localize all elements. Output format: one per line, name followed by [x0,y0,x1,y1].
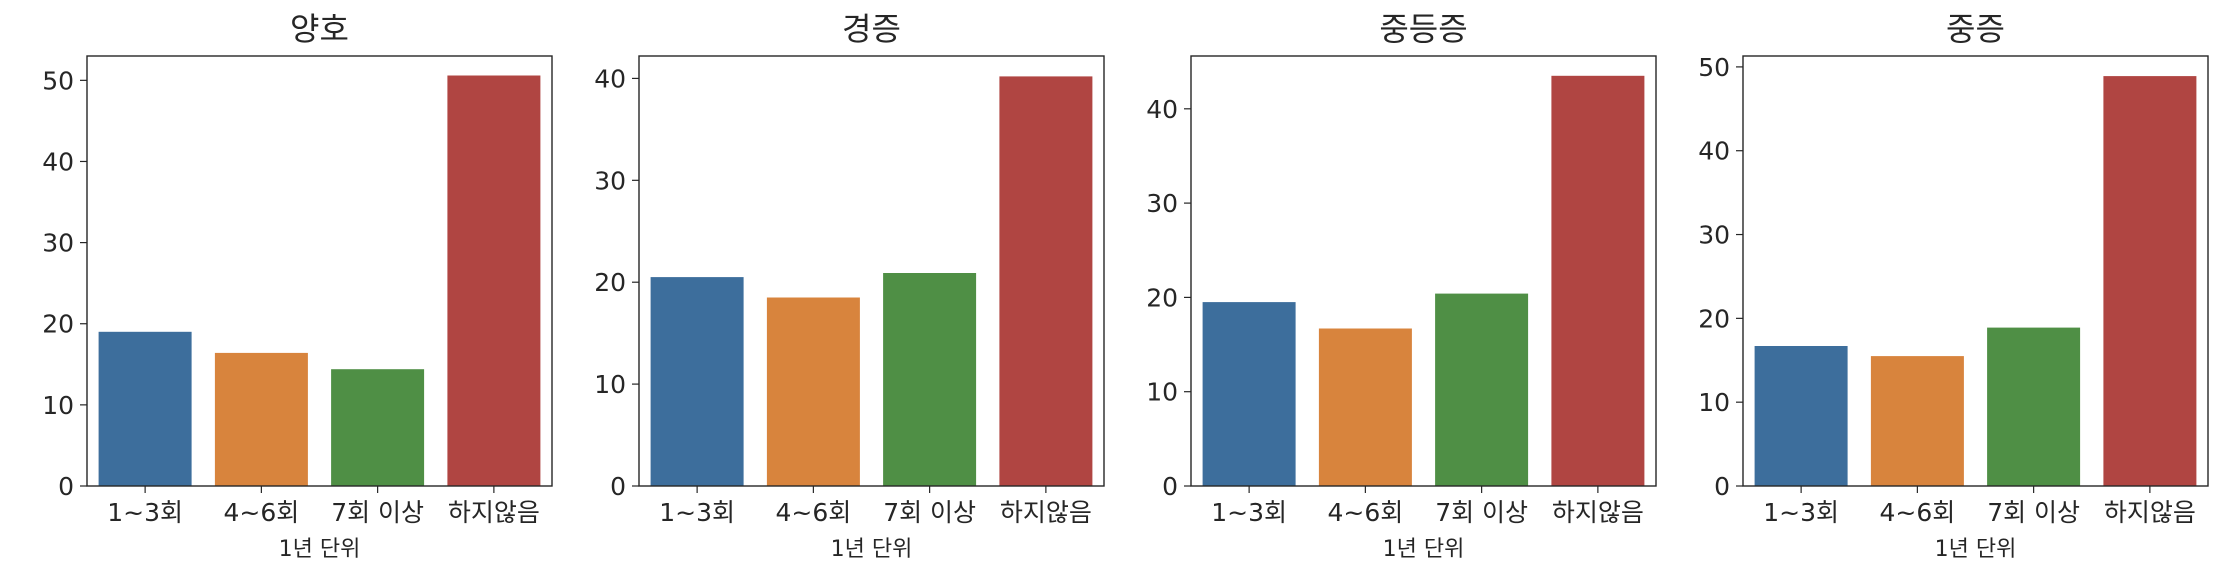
y-tick-label: 30 [1146,189,1178,218]
y-tick-label: 20 [594,268,626,297]
y-tick-label: 30 [1698,221,1730,250]
x-tick-label: 4~6회 [1327,498,1403,527]
axes-frame [1190,55,1657,487]
axes-frame [638,55,1105,487]
y-tick-label: 0 [1714,472,1730,501]
y-tick-label: 30 [42,229,74,258]
x-tick-label: 4~6회 [223,498,299,527]
x-tick-label: 1~3회 [1211,498,1287,527]
x-tick-label: 하지않음 [1000,498,1092,527]
y-tick-label: 20 [1698,304,1730,333]
x-tick-label: 7회 이상 [331,498,424,527]
x-tick-label: 1~3회 [659,498,735,527]
x-tick-label: 4~6회 [775,498,851,527]
chart-title: 양호 [290,10,349,48]
y-tick-label: 0 [58,472,74,501]
x-tick-label: 1~3회 [107,498,183,527]
bar [447,75,541,486]
y-tick-label: 10 [1146,378,1178,407]
x-tick-label: 7회 이상 [883,498,976,527]
x-axis-label: 1년 단위 [1935,537,2017,562]
chart-panel: 0 10 20 30 40 50 1~3회 4~6회 7회 이상 하지않음 양호 1년 단위 [42,10,553,562]
bar [1551,75,1645,487]
x-tick-label: 하지않음 [1552,498,1644,527]
y-tick-label: 10 [1698,388,1730,417]
bar [1202,302,1296,486]
y-tick-label: 0 [1162,472,1178,501]
bar [883,273,977,486]
chart-title: 경증 [842,10,901,48]
x-axis-label: 1년 단위 [831,537,913,562]
y-tick-label: 40 [1698,137,1730,166]
bar [214,352,308,486]
bar [98,331,192,486]
x-axis-label: 1년 단위 [1383,537,1465,562]
bar [1754,346,1848,486]
x-tick-label: 하지않음 [448,498,540,527]
y-tick-label: 40 [594,64,626,93]
chart-panel: 0 10 20 30 40 1~3회 4~6회 7회 이상 하지않음 경증 1년 단위 [594,10,1105,562]
y-tick-label: 40 [1146,95,1178,124]
y-tick-label: 0 [610,472,626,501]
x-tick-label: 1~3회 [1763,498,1839,527]
y-tick-label: 20 [42,310,74,339]
bar [1318,328,1412,486]
y-tick-label: 40 [42,147,74,176]
x-tick-label: 하지않음 [2104,498,2196,527]
bar [766,297,860,486]
chart-panel: 0 10 20 30 40 50 1~3회 4~6회 7회 이상 하지않음 중증 1년 단위 [1698,10,2209,562]
x-tick-label: 7회 이상 [1987,498,2080,527]
y-tick-label: 10 [42,391,74,420]
bar [1870,356,1964,486]
axes-frame [86,55,553,487]
y-tick-label: 10 [594,370,626,399]
axes-frame [1742,55,2209,487]
y-tick-label: 30 [594,166,626,195]
chart-panel: 0 10 20 30 40 1~3회 4~6회 7회 이상 하지않음 중등증 1년 단위 [1146,10,1657,562]
x-tick-label: 7회 이상 [1435,498,1528,527]
chart-title: 중증 [1946,10,2005,48]
y-tick-label: 20 [1146,283,1178,312]
y-tick-label: 50 [42,66,74,95]
bar [2103,76,2197,486]
x-tick-label: 4~6회 [1879,498,1955,527]
bar [650,277,744,486]
chart-title: 중등증 [1379,10,1467,48]
bar [999,76,1093,487]
bar [1987,327,2081,486]
bar [331,369,425,486]
bar [1435,293,1529,486]
x-axis-label: 1년 단위 [279,537,361,562]
y-tick-label: 50 [1698,53,1730,82]
